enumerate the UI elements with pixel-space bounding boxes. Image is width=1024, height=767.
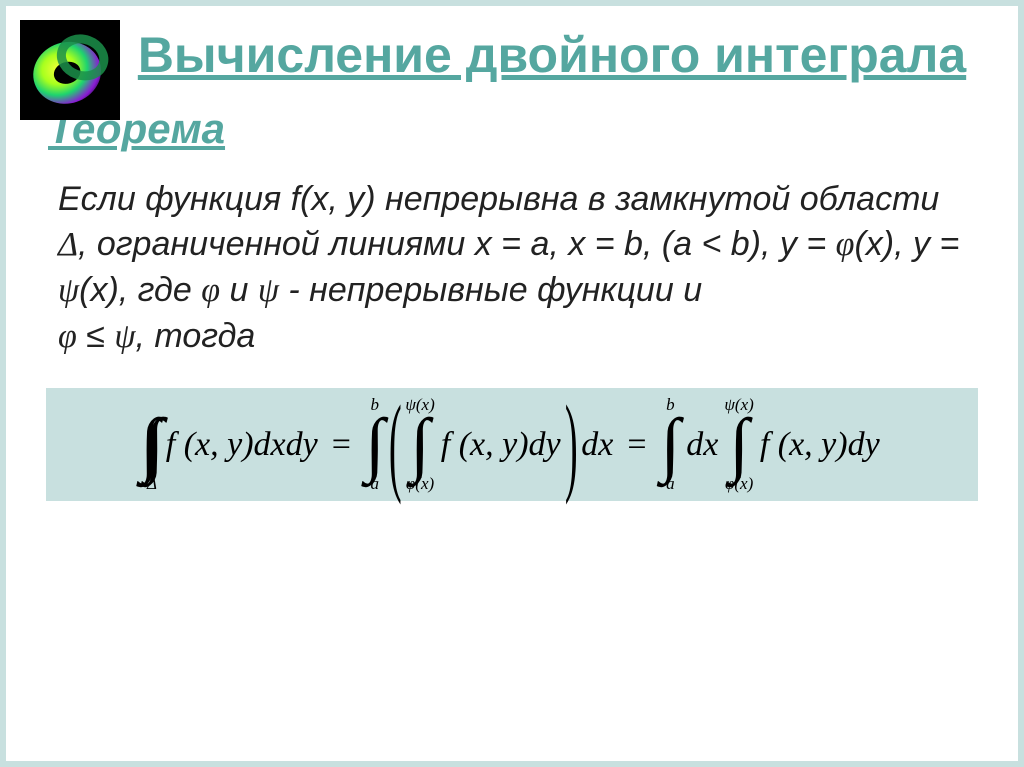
integrand: f (x, y)dy (441, 426, 561, 464)
body-text-part: и (220, 271, 258, 309)
delta-symbol: Δ (58, 226, 78, 263)
lower-bound: a (666, 475, 675, 493)
body-text-part: (x), y = (854, 225, 959, 263)
formula-block: ∫∫ Δ f (x, y)dxdy = b ∫ a ( ψ(x) ∫ φ(x) … (46, 388, 978, 501)
body-text-part: , тогда (136, 317, 256, 355)
integrand: f (x, y)dy (760, 426, 880, 464)
integrand: f (x, y)dxdy (166, 426, 318, 464)
outer-integral: b ∫ a (661, 396, 681, 493)
lower-bound: a (371, 475, 380, 493)
outer-integral: b ∫ a (365, 396, 385, 493)
region-label: Δ (147, 475, 157, 493)
theorem-body: Если функция f(x, y) непрерывна в замкну… (58, 177, 963, 361)
equals-sign: = (332, 426, 351, 464)
close-paren: ) (565, 406, 578, 483)
open-paren: ( (389, 406, 402, 483)
leq-symbol: ≤ (77, 317, 115, 355)
psi-symbol: ψ (58, 272, 79, 309)
theorem-heading: Теорема (48, 105, 1018, 153)
body-text-part: (x), где (79, 271, 201, 309)
psi-symbol: ψ (258, 272, 279, 309)
body-text-part: - непрерывные функции и (279, 271, 702, 309)
phi-symbol: φ (836, 226, 855, 263)
dx-term: dx (581, 426, 613, 464)
page-title: Вычисление двойного интеграла (126, 24, 978, 87)
phi-symbol: φ (58, 318, 77, 355)
inner-integral: ψ(x) ∫ φ(x) (405, 396, 434, 493)
torus-icon (25, 25, 115, 115)
lower-bound: φ(x) (406, 475, 434, 493)
slide-corner-icon (20, 20, 120, 120)
double-integral-symbol: ∫∫ Δ (144, 396, 159, 493)
double-integral-formula: ∫∫ Δ f (x, y)dxdy = b ∫ a ( ψ(x) ∫ φ(x) … (144, 396, 879, 493)
equals-sign: = (627, 426, 646, 464)
lower-bound: φ(x) (725, 475, 753, 493)
inner-integral: ψ(x) ∫ φ(x) (724, 396, 753, 493)
phi-symbol: φ (201, 272, 220, 309)
dx-term: dx (686, 426, 718, 464)
psi-symbol: ψ (114, 318, 135, 355)
body-text-part: Если функция f(x, y) непрерывна в замкну… (58, 180, 939, 218)
body-text-part: , ограниченной линиями x = a, x = b, (a … (78, 225, 836, 263)
